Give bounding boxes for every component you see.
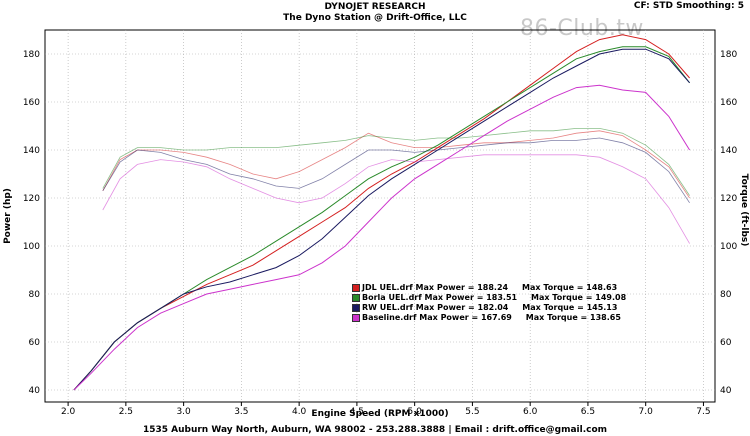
y-tick-label-right: 120 [720, 194, 737, 204]
x-tick-label: 2.0 [61, 407, 76, 417]
x-tick-label: 4.5 [350, 407, 364, 417]
legend-item: RW UEL.drf Max Power = 182.04 Max Torque… [352, 303, 626, 313]
torque-line [102, 137, 690, 204]
watermark: 86-Club.tw [520, 16, 644, 41]
power-line [73, 48, 690, 391]
footer-contact: 1535 Auburn Way North, Auburn, WA 98002 … [142, 425, 608, 435]
x-axis-label: Engine Speed (RPM x1000) [311, 409, 448, 419]
x-tick-label: 4.0 [292, 407, 307, 417]
x-tick-label: 7.0 [639, 407, 654, 417]
y-tick-label-right: 160 [720, 98, 737, 108]
legend-label: Borla UEL.drf Max Power = 183.51 Max Tor… [362, 293, 627, 302]
legend-swatch [352, 294, 360, 302]
correction-info: CF: STD Smoothing: 5 [633, 1, 744, 11]
x-tick-label: 6.5 [581, 407, 595, 417]
tick-labels: 2.0 2.5 3.0 3.5 4.0 4.5 5.0 5.5 6.0 6.5 7.0 7.5 40 40… [23, 50, 738, 417]
x-tick-label: 7.5 [696, 407, 710, 417]
legend-label: Baseline.drf Max Power = 167.69 Max Torq… [362, 313, 621, 322]
y-tick-label-right: 140 [720, 146, 737, 156]
plot-frame [44, 29, 716, 403]
legend-label: RW UEL.drf Max Power = 182.04 Max Torque… [362, 303, 618, 312]
torque-line [102, 130, 690, 199]
chart-title: DYNOJET RESEARCH [324, 2, 426, 12]
y-tick-label-right: 80 [720, 290, 732, 300]
legend-swatch [352, 314, 360, 322]
power-line [73, 46, 690, 391]
x-tick-label: 3.0 [176, 407, 191, 417]
legend-label: JDL UEL.drf Max Power = 188.24 Max Torqu… [362, 283, 618, 292]
y-tick-label-left: 40 [29, 386, 41, 396]
legend-item: Baseline.drf Max Power = 167.69 Max Torq… [352, 313, 626, 323]
legend: JDL UEL.drf Max Power = 188.24 Max Torqu… [352, 283, 626, 323]
y-tick-label-left: 140 [23, 146, 40, 156]
y-tick-label-left: 100 [23, 242, 40, 252]
x-tick-label: 6.0 [523, 407, 538, 417]
y-tick-label-right: 100 [720, 242, 737, 252]
x-tick-label: 5.0 [407, 407, 422, 417]
legend-item: JDL UEL.drf Max Power = 188.24 Max Torqu… [352, 283, 626, 293]
y-axis-label-right: Torque (ft-lbs) [739, 174, 749, 247]
legend-swatch [352, 304, 360, 312]
chart-subtitle: The Dyno Station @ Drift-Office, LLC [283, 13, 467, 23]
grid [45, 30, 715, 406]
y-tick-label-left: 80 [29, 290, 41, 300]
torque-line [102, 154, 690, 244]
series-lines [73, 34, 691, 391]
x-tick-label: 5.5 [465, 407, 479, 417]
y-tick-label-right: 180 [720, 50, 737, 60]
torque-line [102, 127, 690, 196]
y-tick-label-right: 40 [720, 386, 732, 396]
y-tick-label-left: 160 [23, 98, 40, 108]
power-line [73, 84, 691, 391]
y-tick-label-left: 120 [23, 194, 40, 204]
y-tick-label-right: 60 [720, 338, 732, 348]
x-tick-label: 3.5 [234, 407, 248, 417]
y-tick-label-left: 180 [23, 50, 40, 60]
power-line [73, 34, 690, 391]
x-tick-label: 2.5 [119, 407, 133, 417]
legend-swatch [352, 284, 360, 292]
y-axis-label-left: Power (hp) [3, 188, 13, 244]
legend-item: Borla UEL.drf Max Power = 183.51 Max Tor… [352, 293, 626, 303]
y-tick-label-left: 60 [29, 338, 41, 348]
